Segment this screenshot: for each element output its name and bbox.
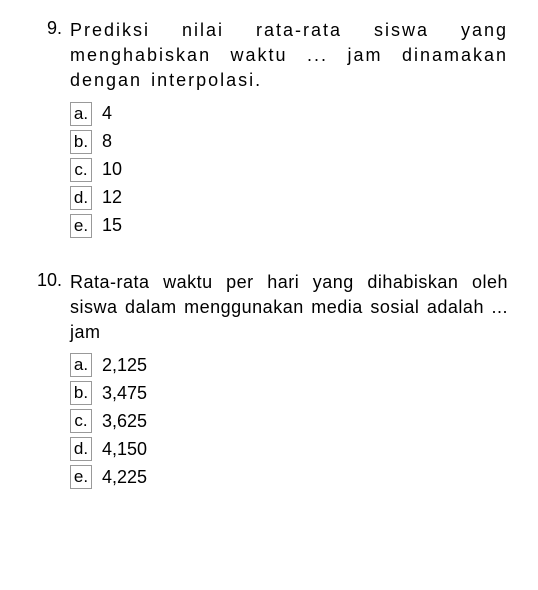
option-text: 12 <box>102 187 122 208</box>
option-letter-box: c. <box>70 409 92 433</box>
option-text: 2,125 <box>102 355 147 376</box>
option-letter-box: e. <box>70 465 92 489</box>
option-letter-box: a. <box>70 353 92 377</box>
option-letter-box: d. <box>70 437 92 461</box>
option-letter-box: e. <box>70 214 92 238</box>
option-text: 8 <box>102 131 112 152</box>
question-block: 9.Prediksi nilai rata-rata siswa yang me… <box>30 18 508 242</box>
option-text: 15 <box>102 215 122 236</box>
option-text: 4 <box>102 103 112 124</box>
question-content: Prediksi nilai rata-rata siswa yang meng… <box>70 18 508 242</box>
option-text: 3,625 <box>102 411 147 432</box>
option-letter-box: d. <box>70 186 92 210</box>
option-row[interactable]: c. 10 <box>70 158 508 182</box>
question-number: 9. <box>30 18 70 39</box>
option-text: 10 <box>102 159 122 180</box>
question-number: 10. <box>30 270 70 291</box>
option-letter-box: b. <box>70 130 92 154</box>
question-row: 10.Rata-rata waktu per hari yang dihabis… <box>30 270 508 494</box>
option-row[interactable]: d. 4,150 <box>70 437 508 461</box>
option-text: 4,150 <box>102 439 147 460</box>
option-text: 3,475 <box>102 383 147 404</box>
option-row[interactable]: c. 3,625 <box>70 409 508 433</box>
option-letter-box: c. <box>70 158 92 182</box>
option-row[interactable]: e. 4,225 <box>70 465 508 489</box>
question-block: 10.Rata-rata waktu per hari yang dihabis… <box>30 270 508 494</box>
question-row: 9.Prediksi nilai rata-rata siswa yang me… <box>30 18 508 242</box>
option-row[interactable]: a. 2,125 <box>70 353 508 377</box>
option-row[interactable]: b. 3,475 <box>70 381 508 405</box>
option-row[interactable]: d. 12 <box>70 186 508 210</box>
option-row[interactable]: a. 4 <box>70 102 508 126</box>
question-content: Rata-rata waktu per hari yang dihabiskan… <box>70 270 508 494</box>
option-row[interactable]: b. 8 <box>70 130 508 154</box>
question-text: Rata-rata waktu per hari yang dihabiskan… <box>70 270 508 346</box>
option-letter-box: a. <box>70 102 92 126</box>
options-list: a. 4 b. 8 c. 10 d. 12 e. 15 <box>70 102 508 238</box>
question-text: Prediksi nilai rata-rata siswa yang meng… <box>70 18 508 94</box>
option-letter-box: b. <box>70 381 92 405</box>
options-list: a. 2,125 b. 3,475 c. 3,625 d. 4,150 e. 4,225 <box>70 353 508 489</box>
option-text: 4,225 <box>102 467 147 488</box>
option-row[interactable]: e. 15 <box>70 214 508 238</box>
